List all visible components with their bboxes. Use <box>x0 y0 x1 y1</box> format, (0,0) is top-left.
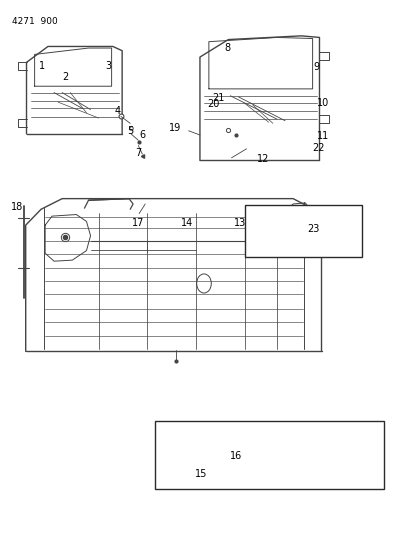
Text: 15: 15 <box>195 470 207 479</box>
Text: 20: 20 <box>208 99 220 109</box>
Text: 4: 4 <box>115 106 121 116</box>
Text: 3: 3 <box>106 61 112 71</box>
Text: 9: 9 <box>314 62 320 72</box>
Text: 4271  900: 4271 900 <box>11 17 57 26</box>
FancyBboxPatch shape <box>244 205 362 257</box>
Text: 8: 8 <box>224 43 231 53</box>
Text: 5: 5 <box>127 126 133 136</box>
Text: 6: 6 <box>140 130 146 140</box>
Text: 17: 17 <box>132 218 144 228</box>
Text: 7: 7 <box>135 148 142 158</box>
Text: 14: 14 <box>181 218 193 228</box>
Text: 2: 2 <box>62 71 69 82</box>
Text: 1: 1 <box>39 61 45 71</box>
Text: 21: 21 <box>212 93 224 103</box>
Text: 19: 19 <box>169 123 181 133</box>
Text: 23: 23 <box>307 224 319 235</box>
Text: 18: 18 <box>11 202 23 212</box>
Text: 10: 10 <box>317 98 330 108</box>
FancyBboxPatch shape <box>155 421 384 489</box>
Text: 13: 13 <box>234 218 246 228</box>
Text: 22: 22 <box>312 143 324 153</box>
Text: 16: 16 <box>230 451 242 461</box>
Text: 11: 11 <box>317 131 329 141</box>
Text: 12: 12 <box>257 154 270 164</box>
